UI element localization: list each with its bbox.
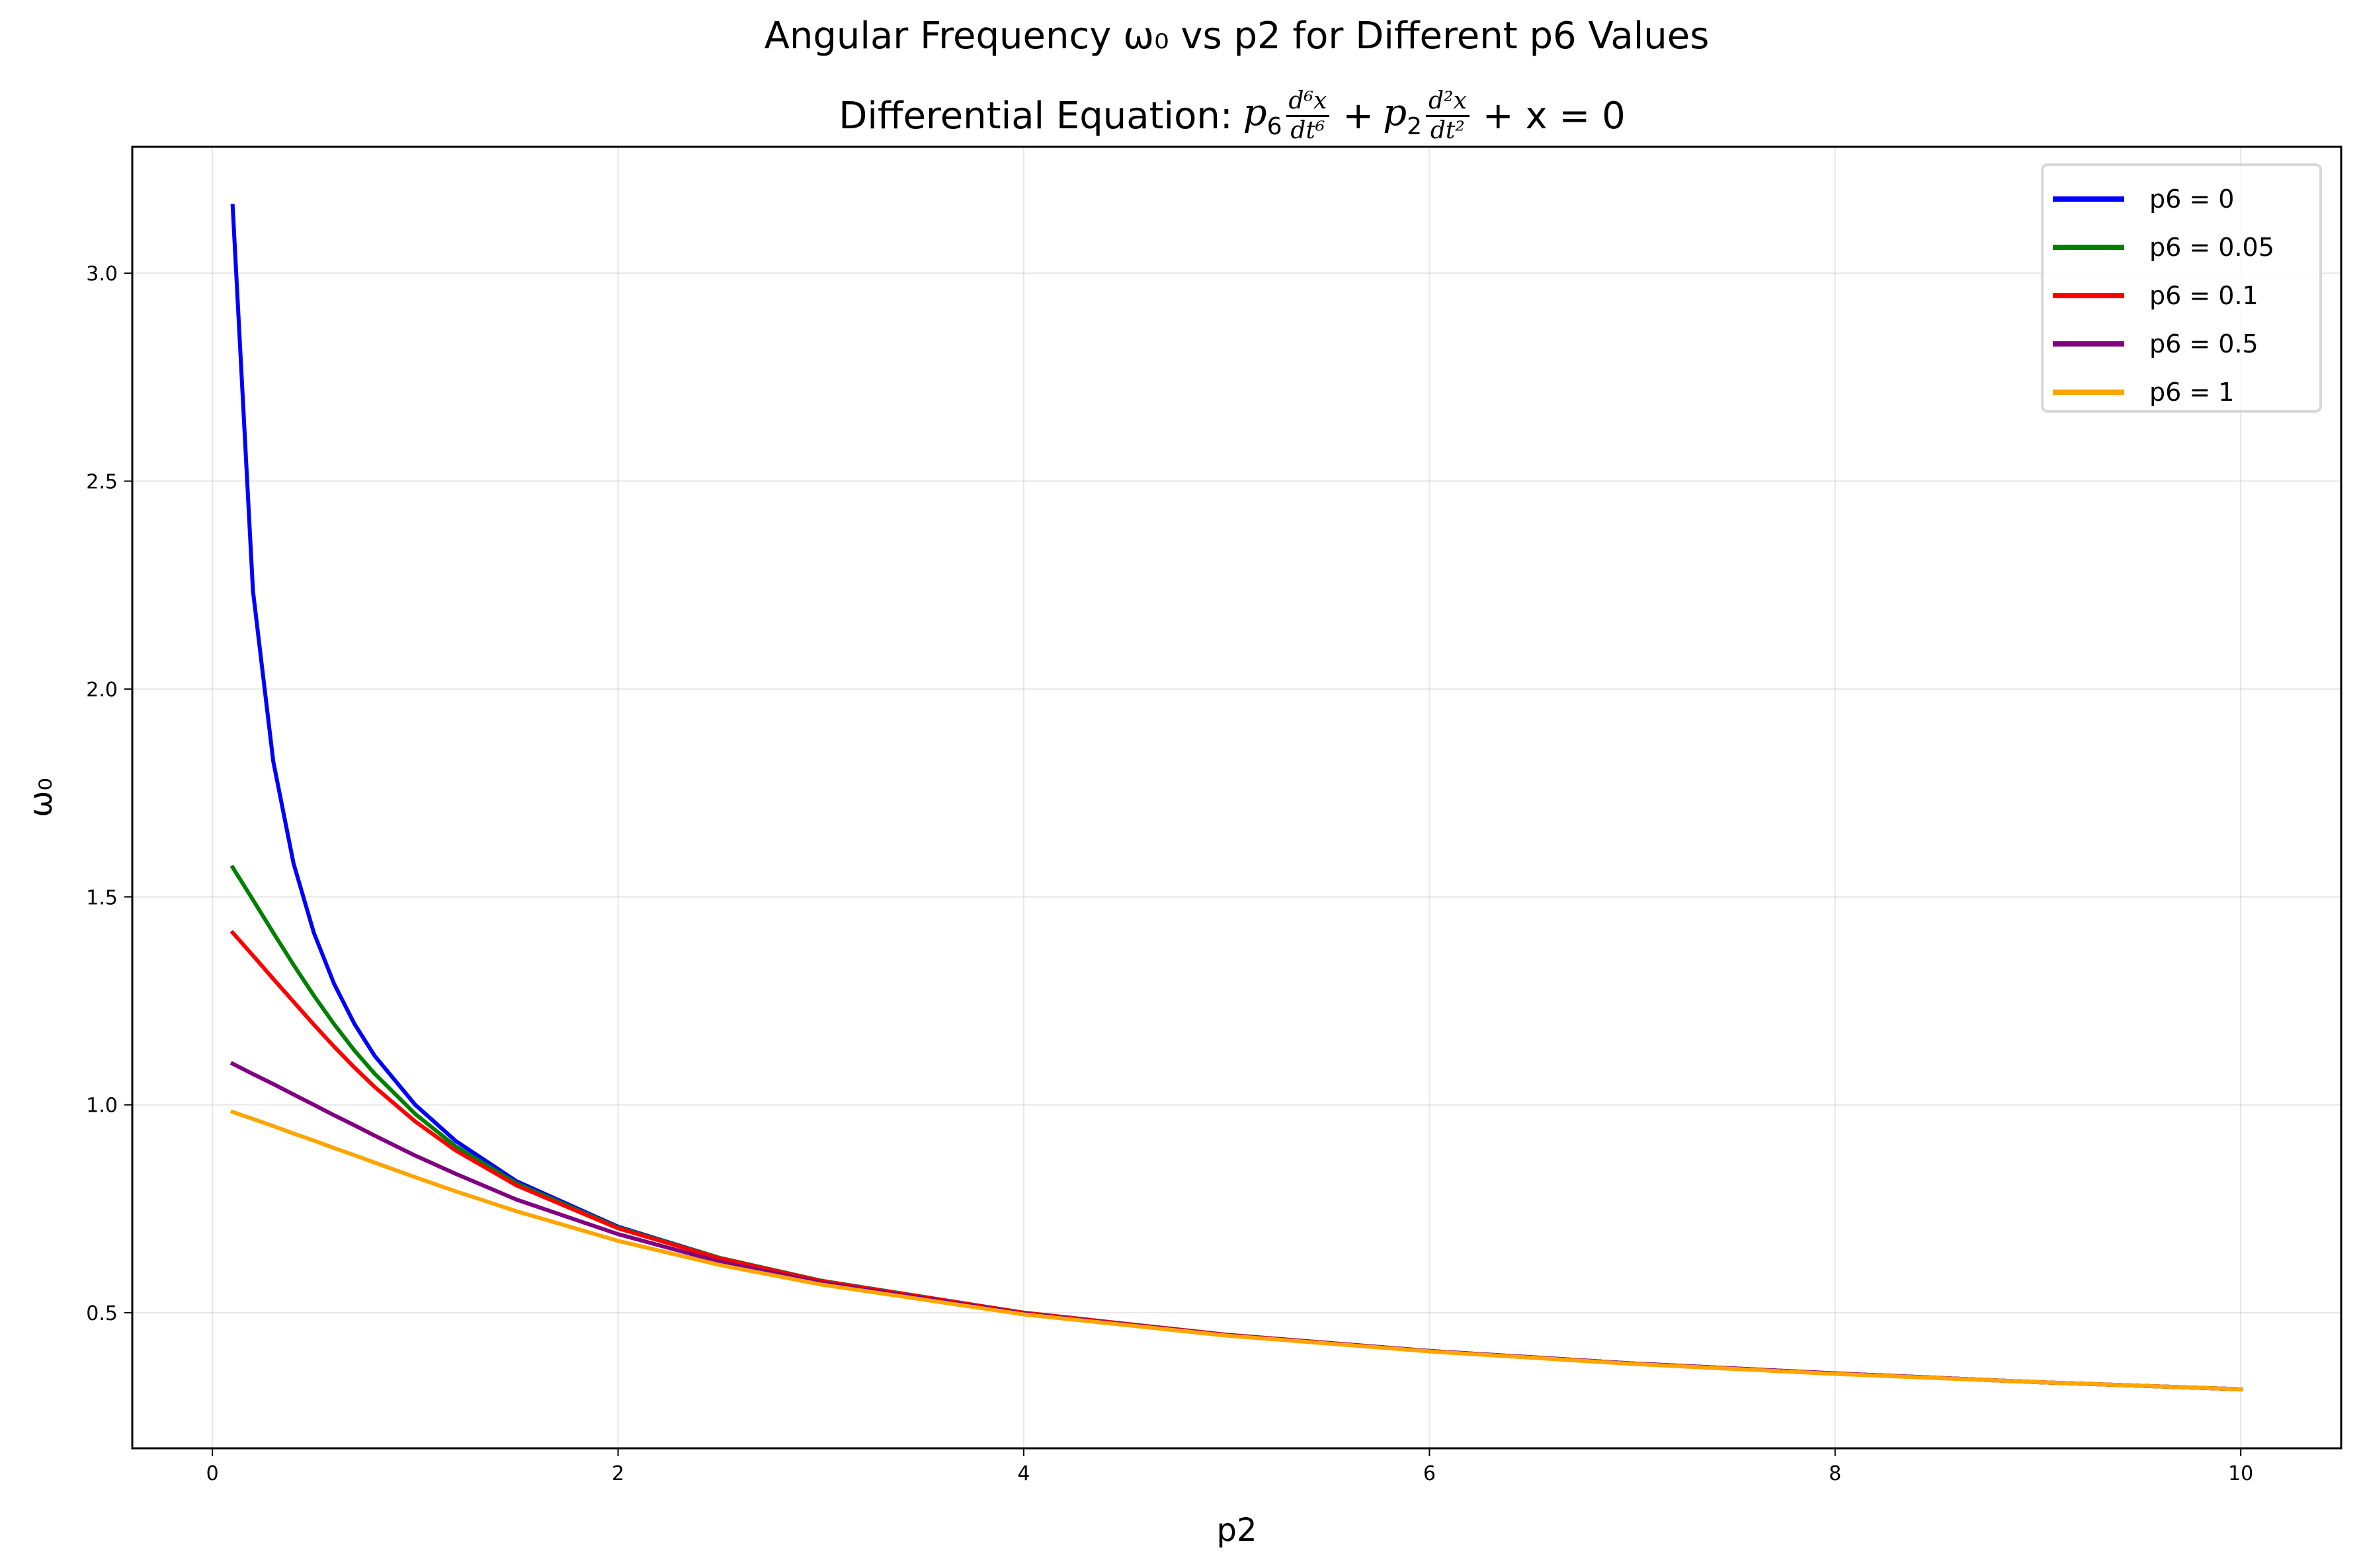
eq-coef-p6: p6 xyxy=(1243,91,1282,140)
y-axis-label: ω₀ xyxy=(22,778,60,817)
legend-swatch xyxy=(2053,341,2124,347)
legend-label: p6 = 0.5 xyxy=(2149,329,2258,358)
x-tick-label: 0 xyxy=(206,1462,219,1485)
series-line-p6-0-05 xyxy=(229,864,2243,1391)
legend: p6 = 0 p6 = 0.05 p6 = 0.1 p6 = 0.5 p6 = 1 xyxy=(2041,163,2322,413)
legend-item: p6 = 0.05 xyxy=(2053,227,2274,267)
series-line-p6-1 xyxy=(229,1109,2243,1391)
series-line-p6-0-1 xyxy=(229,930,2243,1391)
y-tick-label: 2.0 xyxy=(86,679,118,702)
legend-label: p6 = 0.1 xyxy=(2149,281,2258,310)
series-line-p6-0 xyxy=(230,204,2243,1391)
legend-label: p6 = 1 xyxy=(2149,378,2235,407)
legend-label: p6 = 0 xyxy=(2149,185,2235,214)
grid xyxy=(132,147,2341,1448)
legend-swatch xyxy=(2053,196,2124,202)
y-tick-label: 2.5 xyxy=(86,471,118,494)
ticks: 0 2 4 6 8 10 0.5 1.0 1.5 2.0 2.5 3.0 xyxy=(86,263,2253,1485)
subtitle-prefix: Differential Equation: xyxy=(839,94,1233,138)
x-tick-label: 4 xyxy=(1017,1462,1030,1485)
legend-item: p6 = 0.5 xyxy=(2053,324,2258,364)
legend-swatch xyxy=(2053,390,2124,395)
legend-item: p6 = 0 xyxy=(2053,179,2234,219)
eq-fraction-d2: d²x dt² xyxy=(1425,87,1470,145)
series-line-p6-0-5 xyxy=(229,1061,2243,1391)
legend-swatch xyxy=(2053,245,2124,250)
y-tick-label: 0.5 xyxy=(86,1302,118,1325)
chart-title: Angular Frequency ω₀ vs p2 for Different… xyxy=(764,15,1710,58)
y-tick-label: 3.0 xyxy=(86,263,118,286)
legend-swatch xyxy=(2053,293,2124,298)
legend-label: p6 = 0.05 xyxy=(2149,233,2274,262)
axes-frame xyxy=(131,145,2342,1450)
y-tick-label: 1.0 xyxy=(86,1094,118,1118)
eq-fraction-d6: d⁶x dt⁶ xyxy=(1286,87,1330,145)
x-tick-label: 6 xyxy=(1423,1462,1436,1485)
series-lines xyxy=(229,204,2243,1391)
eq-tail: + x = 0 xyxy=(1482,94,1626,138)
y-tick-label: 1.5 xyxy=(86,886,118,909)
legend-item: p6 = 0.1 xyxy=(2053,276,2258,315)
eq-coef-p2: p2 xyxy=(1383,91,1422,140)
x-tick-label: 10 xyxy=(2228,1462,2253,1485)
chart-subtitle: Differential Equation: p6 d⁶x dt⁶ + p2 d²… xyxy=(132,79,2341,152)
eq-plus: + xyxy=(1343,94,1374,138)
x-tick-label: 8 xyxy=(1829,1462,1841,1485)
x-axis-label: p2 xyxy=(1216,1512,1257,1549)
x-tick-label: 2 xyxy=(612,1462,624,1485)
legend-item: p6 = 1 xyxy=(2053,372,2234,412)
